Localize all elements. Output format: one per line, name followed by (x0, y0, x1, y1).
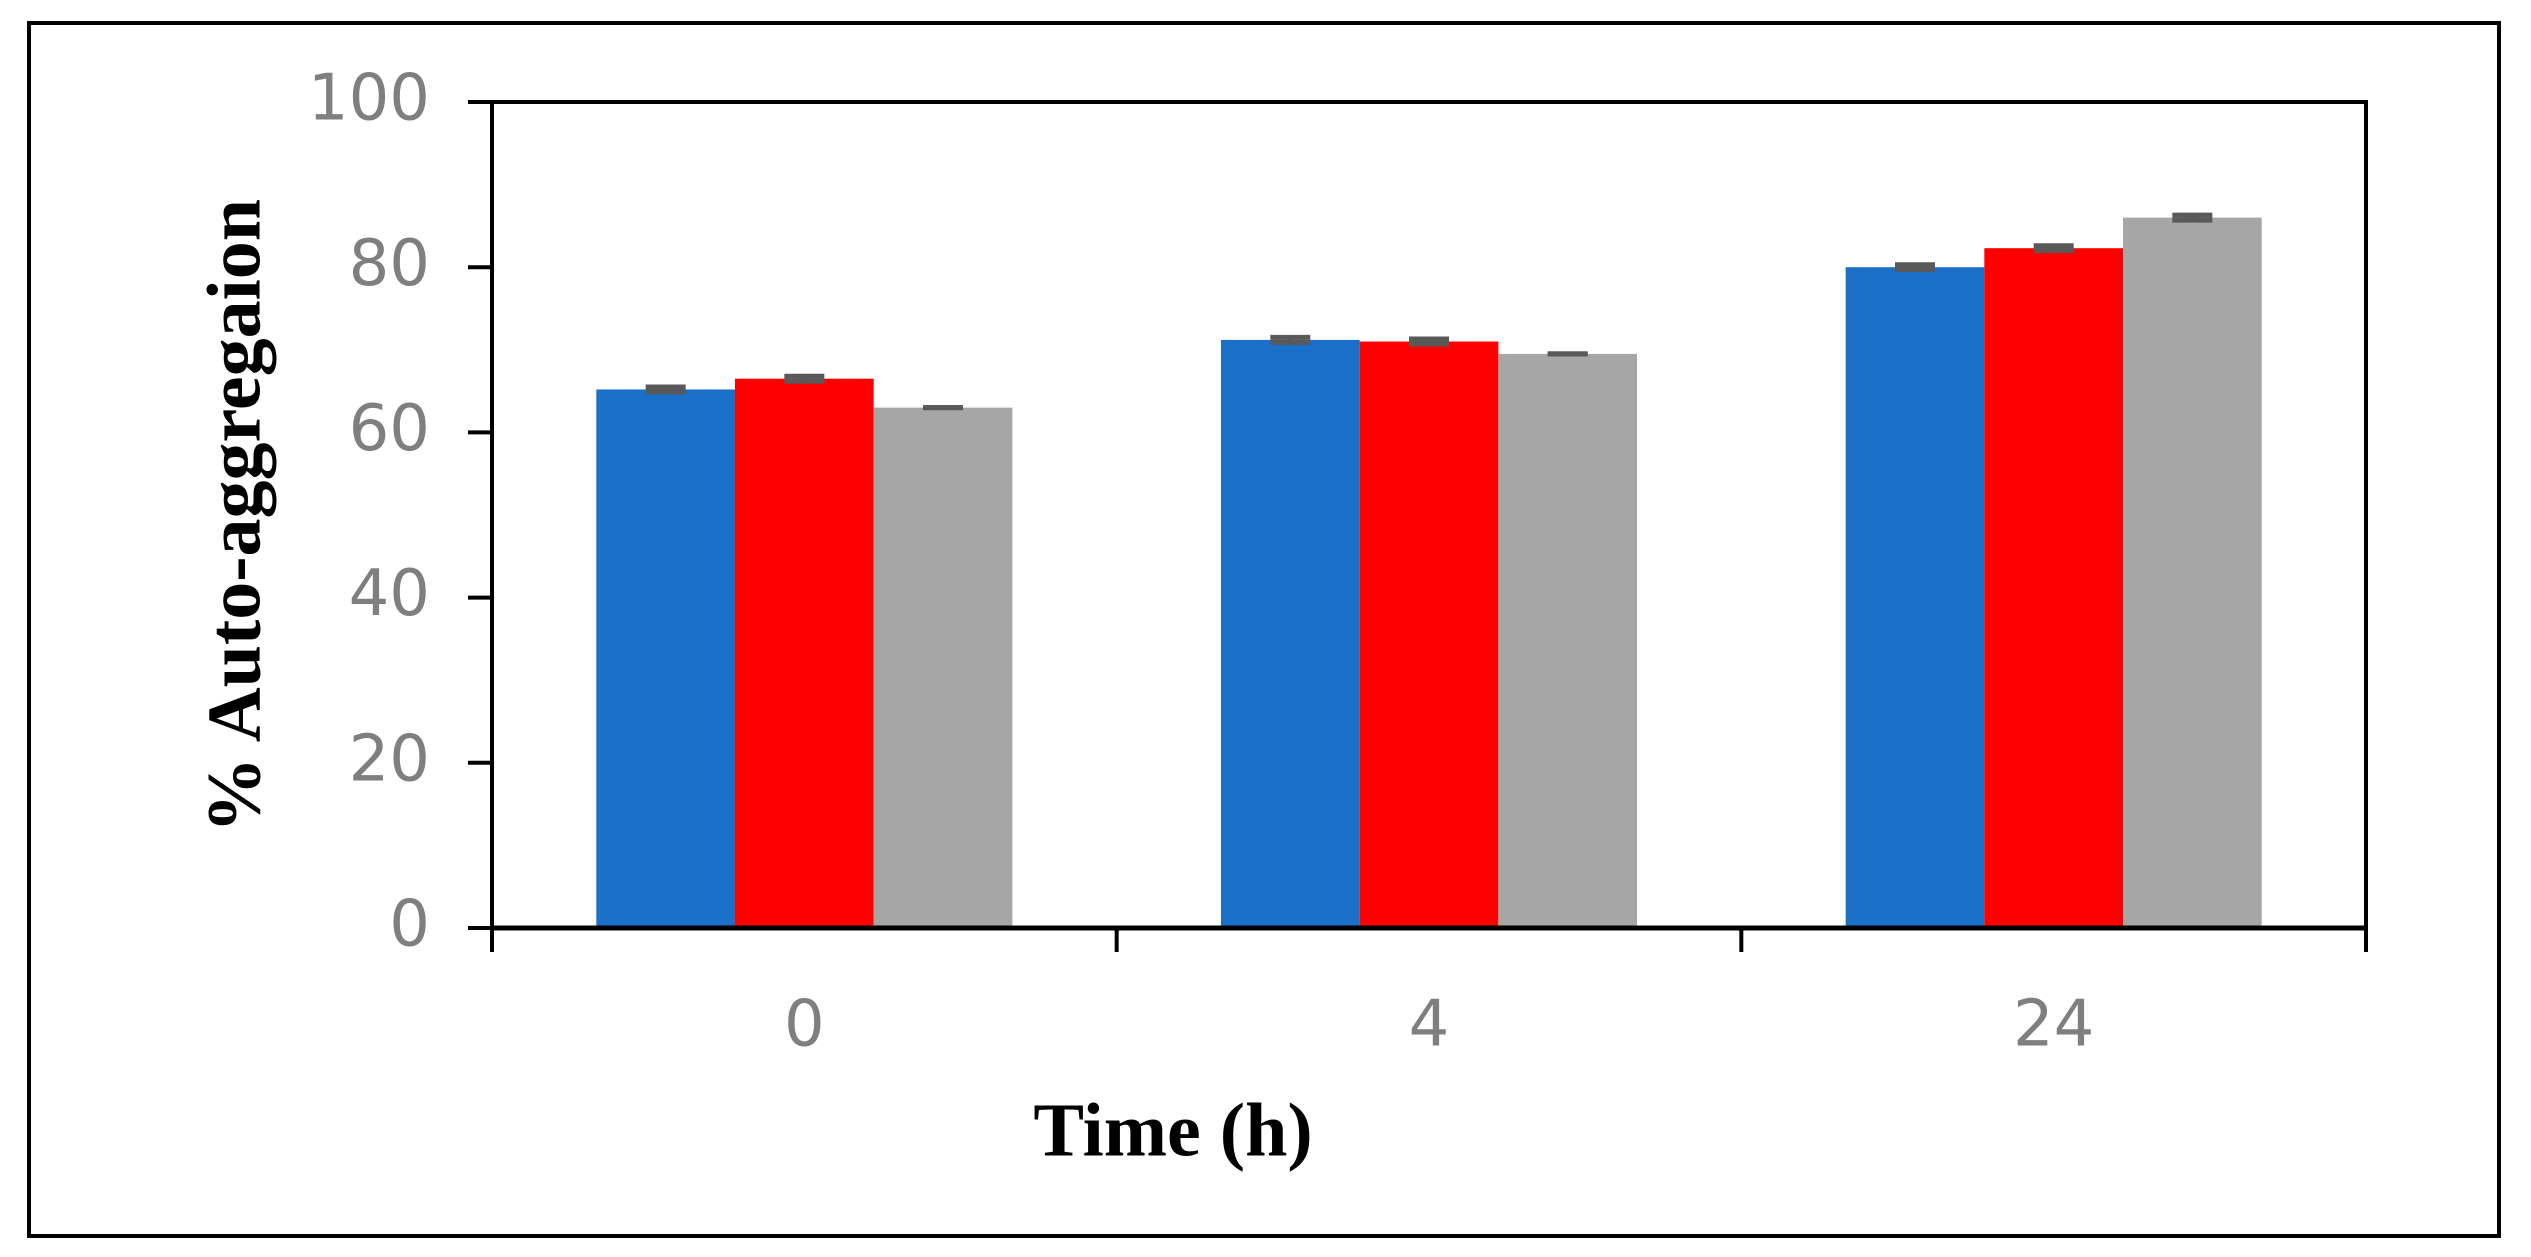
bar (1359, 341, 1499, 928)
bar (1845, 267, 1985, 928)
bar (1984, 248, 2124, 928)
bar (1498, 353, 1638, 928)
x-axis-title: Time (h) (1033, 1088, 1312, 1172)
y-tick-label: 0 (389, 888, 430, 962)
y-tick-label: 20 (349, 722, 430, 796)
x-tick-label: 0 (784, 988, 825, 1062)
y-tick-label: 100 (308, 62, 430, 136)
bar (2123, 217, 2262, 928)
error-bar (1409, 336, 1449, 347)
error-bar (645, 384, 686, 395)
bar (873, 407, 1013, 928)
x-tick-label: 24 (2013, 988, 2094, 1062)
y-axis-title: % Auto-aggregaion (192, 199, 276, 833)
error-bar (784, 373, 825, 384)
error-bar (1894, 262, 1935, 273)
y-tick-label: 80 (349, 227, 430, 301)
y-tick-label: 60 (349, 392, 430, 466)
error-bar (1270, 334, 1311, 345)
error-bar (2172, 212, 2213, 223)
error-bar (2033, 243, 2074, 254)
bar (1220, 339, 1360, 928)
bar (596, 389, 735, 928)
x-tick-label: 4 (1409, 988, 1450, 1062)
bar (734, 378, 874, 929)
y-tick-label: 40 (349, 557, 430, 631)
